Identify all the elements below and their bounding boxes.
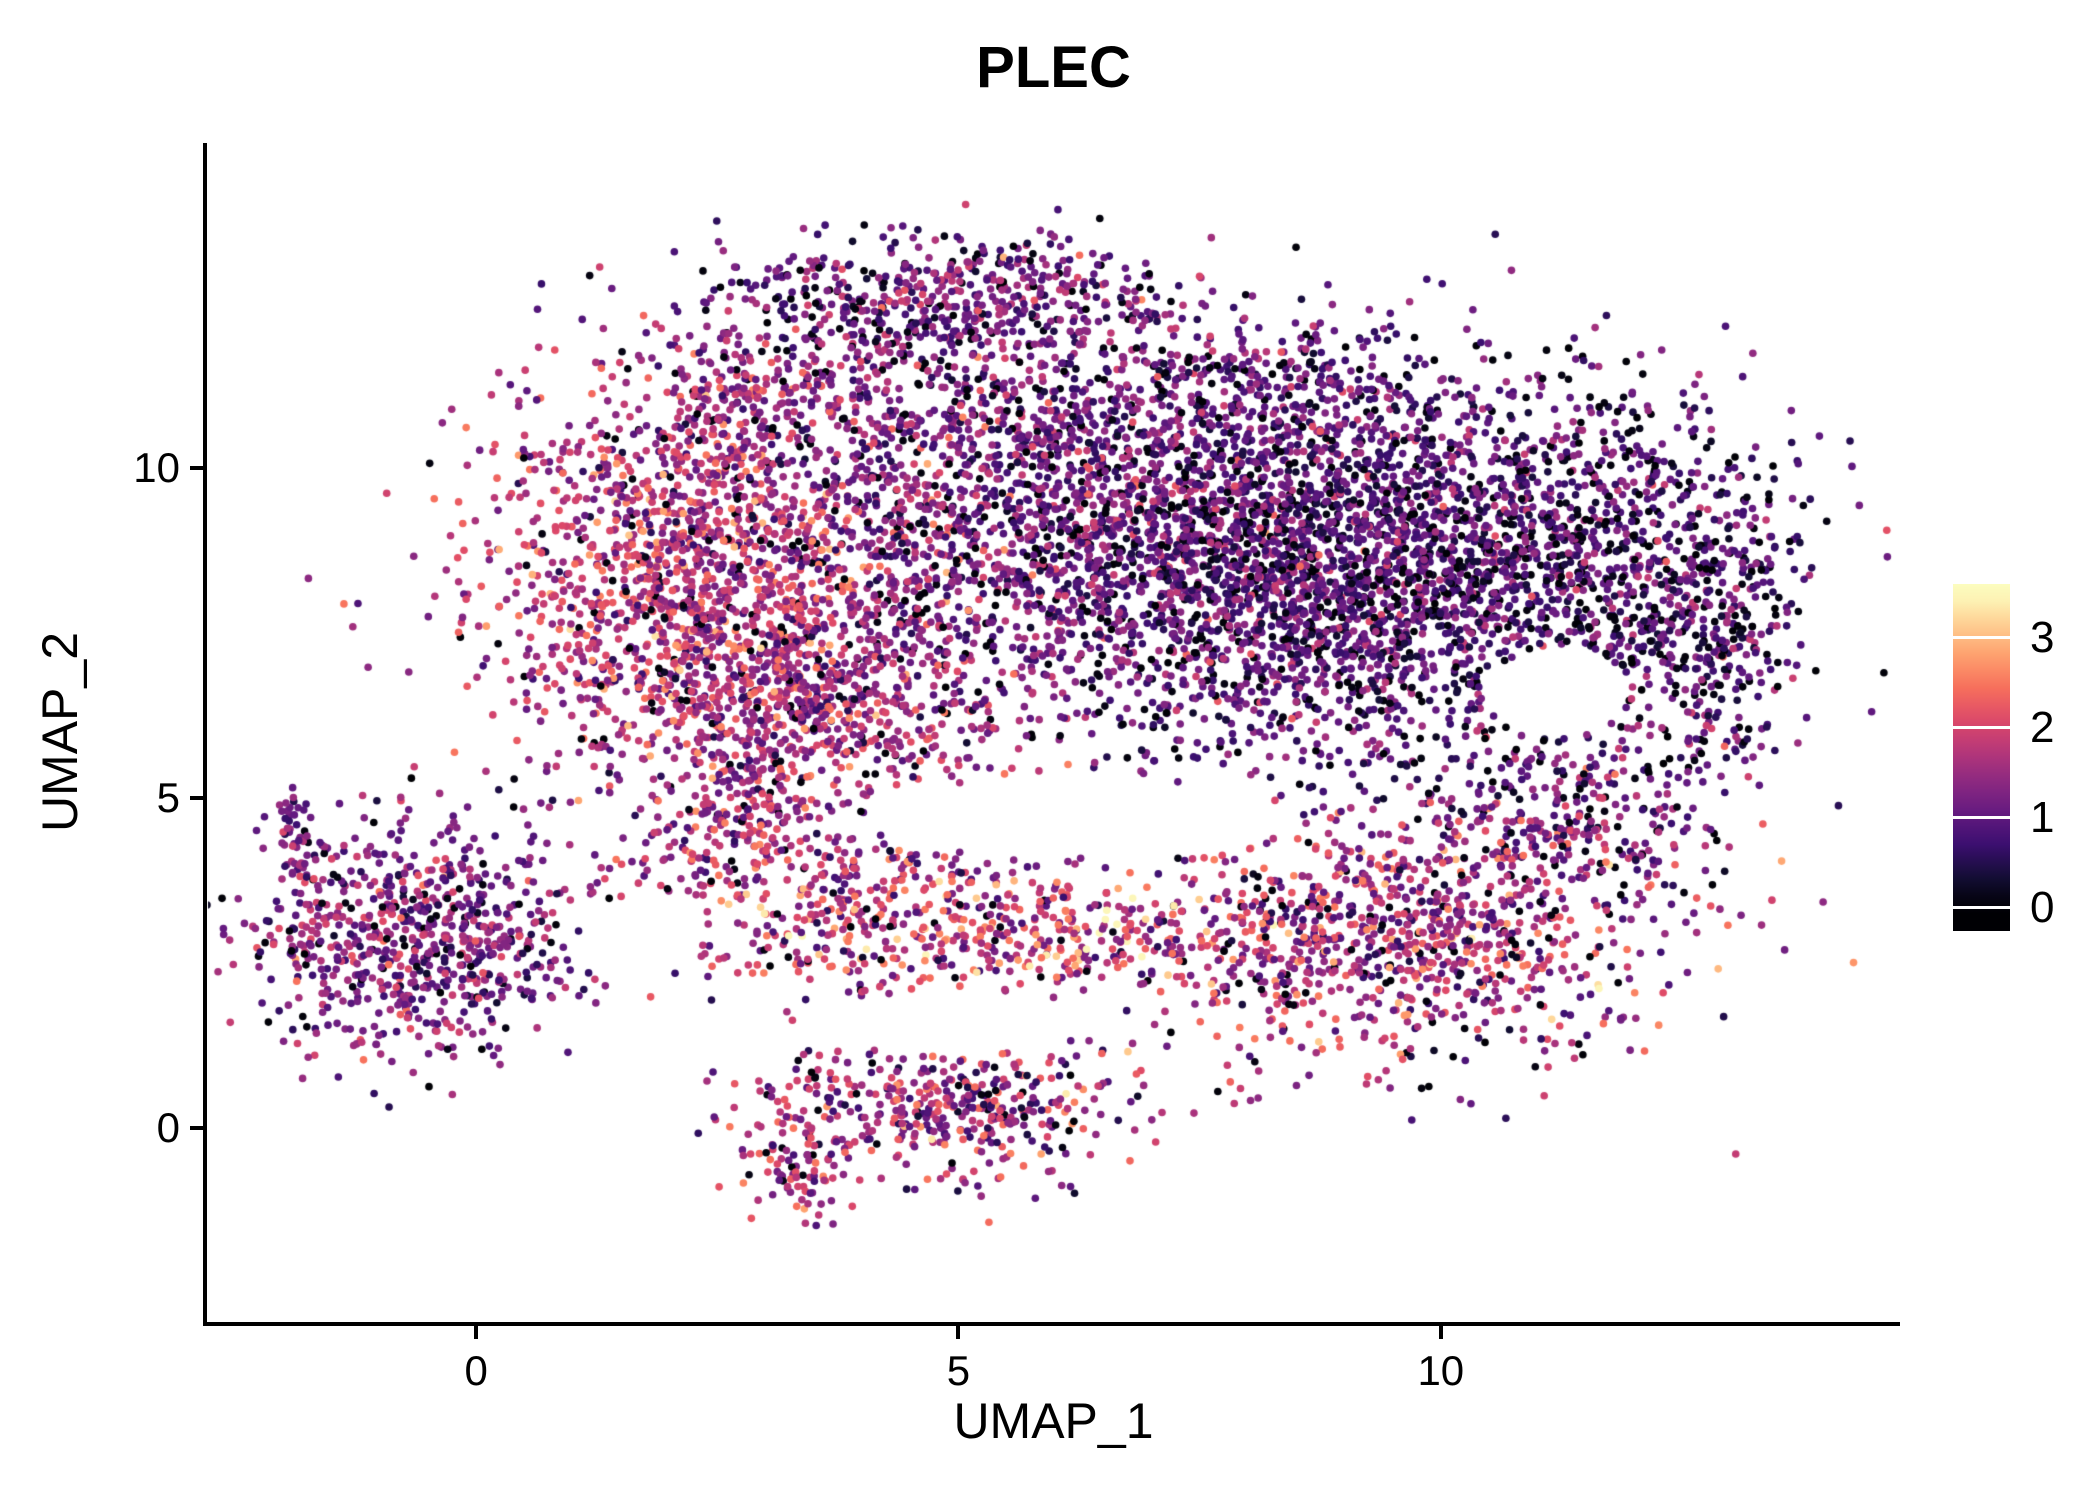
- colorbar-tick-label: 0: [2030, 882, 2055, 932]
- colorbar-tick-mark: [1953, 906, 2010, 910]
- y-tick-mark: [190, 465, 203, 470]
- x-tick-label: 10: [1417, 1347, 1465, 1394]
- colorbar-gradient: [1953, 584, 2010, 931]
- y-tick-mark: [190, 1125, 203, 1130]
- colorbar-tick-mark: [1953, 726, 2010, 730]
- colorbar-tick-label: 1: [2030, 792, 2055, 842]
- x-tick-mark: [956, 1326, 961, 1339]
- x-tick-label: 5: [946, 1347, 971, 1394]
- colorbar-tick-label: 2: [2030, 702, 2055, 752]
- colorbar-tick-mark: [1953, 636, 2010, 640]
- colorbar-tick-mark: [1953, 816, 2010, 820]
- y-axis-line: [203, 143, 207, 1326]
- x-tick-label: 0: [464, 1347, 488, 1394]
- y-tick-label: 10: [133, 443, 180, 491]
- y-tick-label: 0: [156, 1103, 180, 1151]
- x-tick-mark: [474, 1326, 479, 1339]
- colorbar-tick-label: 3: [2030, 612, 2055, 662]
- x-tick-mark: [1438, 1326, 1443, 1339]
- y-tick-mark: [190, 795, 203, 800]
- y-tick-label: 5: [156, 773, 180, 821]
- x-axis-line: [203, 1322, 1900, 1326]
